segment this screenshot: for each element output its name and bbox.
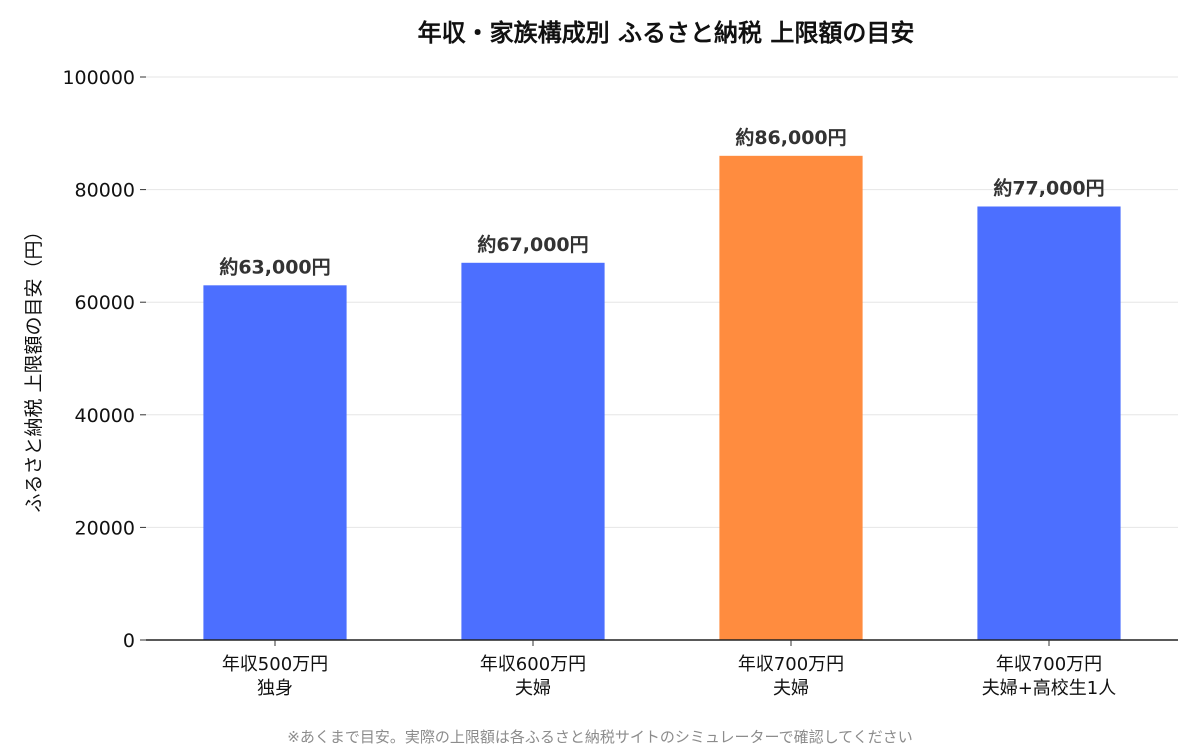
bars <box>203 155 1121 641</box>
bar <box>977 206 1121 641</box>
x-tick-label: 夫婦 <box>773 678 809 699</box>
x-tick-label: 夫婦 <box>515 678 551 699</box>
chart-title: 年収・家族構成別 ふるさと納税 上限額の目安 <box>418 19 915 47</box>
y-tick-label: 0 <box>123 630 135 652</box>
x-tick-label: 年収500万円 <box>222 654 328 675</box>
y-tick-label: 100000 <box>62 67 135 89</box>
bar <box>719 155 863 640</box>
x-tick-label: 年収700万円 <box>738 654 844 675</box>
x-tick-label: 年収600万円 <box>480 654 586 675</box>
bar <box>203 285 347 640</box>
y-tick-label: 80000 <box>75 180 135 202</box>
y-tick-label: 60000 <box>75 292 135 314</box>
x-tick-label: 独身 <box>257 678 293 699</box>
y-tick-label: 20000 <box>75 517 135 539</box>
bar-value-label: 約63,000円 <box>219 255 330 278</box>
bar-value-label: 約77,000円 <box>993 176 1104 199</box>
bar-value-label: 約67,000円 <box>477 233 588 256</box>
bar-value-label: 約86,000円 <box>735 126 846 149</box>
y-axis-label: ふるさと納税 上限額の目安（円） <box>23 221 45 512</box>
footnote: ※あくまで目安。実際の上限額は各ふるさと納税サイトのシミュレーターで確認してくだ… <box>287 728 912 746</box>
x-tick-label: 夫婦+高校生1人 <box>982 678 1117 699</box>
x-tick-label: 年収700万円 <box>996 654 1102 675</box>
bar <box>461 262 605 640</box>
y-tick-label: 40000 <box>75 405 135 427</box>
